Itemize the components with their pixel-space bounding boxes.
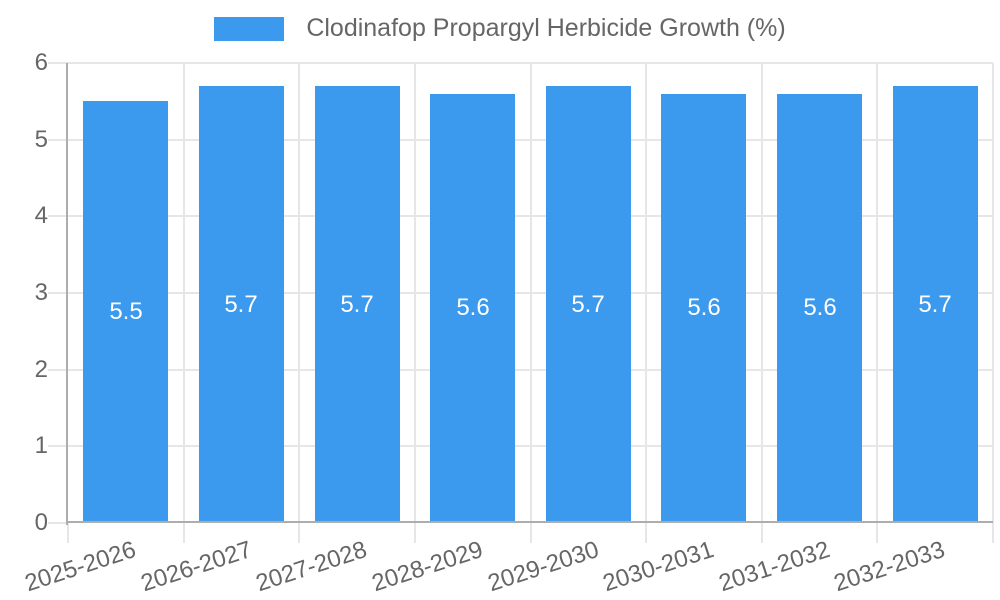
y-axis-tick [48, 445, 68, 447]
x-axis-category-label: 2029-2030 [484, 536, 602, 598]
legend-swatch [214, 16, 285, 41]
y-axis-tick [48, 215, 68, 217]
bar[interactable] [430, 94, 515, 521]
legend[interactable]: Clodinafop Propargyl Herbicide Growth (%… [0, 14, 1000, 43]
bar-value-label: 5.6 [456, 294, 490, 321]
bar-value-label: 5.7 [918, 291, 952, 318]
x-axis-tick [67, 523, 69, 543]
x-axis-tick [761, 523, 763, 543]
bar[interactable] [83, 101, 168, 521]
y-axis-tick [48, 292, 68, 294]
bar-value-label: 5.7 [571, 291, 605, 318]
bar[interactable] [661, 94, 746, 521]
gridline-vertical [645, 63, 647, 523]
y-axis-tick-label: 0 [34, 509, 48, 536]
y-axis-line [66, 63, 68, 525]
gridline-vertical [992, 63, 994, 523]
x-axis-category-label: 2026-2027 [137, 536, 255, 598]
y-axis-tick [48, 62, 68, 64]
bar-value-label: 5.6 [687, 294, 721, 321]
y-axis-tick [48, 522, 68, 524]
bar[interactable] [893, 86, 978, 521]
y-axis-tick [48, 139, 68, 141]
bar-value-label: 5.5 [109, 298, 143, 325]
x-axis-category-label: 2025-2026 [21, 536, 140, 598]
x-axis-category-label: 2032-2033 [831, 536, 949, 598]
gridline-vertical [414, 63, 416, 523]
bar-value-label: 5.7 [224, 291, 258, 318]
x-axis-tick [876, 523, 878, 543]
y-axis-tick-label: 6 [34, 49, 48, 76]
gridline-vertical [298, 63, 300, 523]
x-axis-tick [183, 523, 185, 543]
y-axis-tick-label: 2 [34, 356, 48, 383]
x-axis-line [68, 521, 993, 523]
y-axis-tick [48, 369, 68, 371]
x-axis-tick [298, 523, 300, 543]
y-axis-tick-label: 3 [34, 279, 48, 306]
bar[interactable] [199, 86, 284, 521]
bar-value-label: 5.6 [803, 294, 837, 321]
x-axis-tick [414, 523, 416, 543]
bar[interactable] [315, 86, 400, 521]
gridline-vertical [876, 63, 878, 523]
x-axis-tick [992, 523, 994, 543]
legend-label: Clodinafop Propargyl Herbicide Growth (%… [306, 14, 786, 42]
y-axis-tick-label: 5 [34, 126, 48, 153]
gridline-vertical [761, 63, 763, 523]
x-axis-category-label: 2028-2029 [368, 536, 487, 598]
gridline-vertical [183, 63, 185, 523]
x-axis-tick [645, 523, 647, 543]
x-axis-tick [530, 523, 532, 543]
y-axis-tick-label: 1 [34, 432, 48, 459]
x-axis-category-label: 2027-2028 [252, 536, 371, 598]
gridline-vertical [530, 63, 532, 523]
x-axis-category-label: 2031-2032 [715, 536, 833, 598]
x-axis-category-label: 2030-2031 [599, 536, 718, 598]
bar[interactable] [546, 86, 631, 521]
bar[interactable] [777, 94, 862, 521]
bar-value-label: 5.7 [340, 291, 374, 318]
y-axis-tick-label: 4 [34, 202, 48, 229]
